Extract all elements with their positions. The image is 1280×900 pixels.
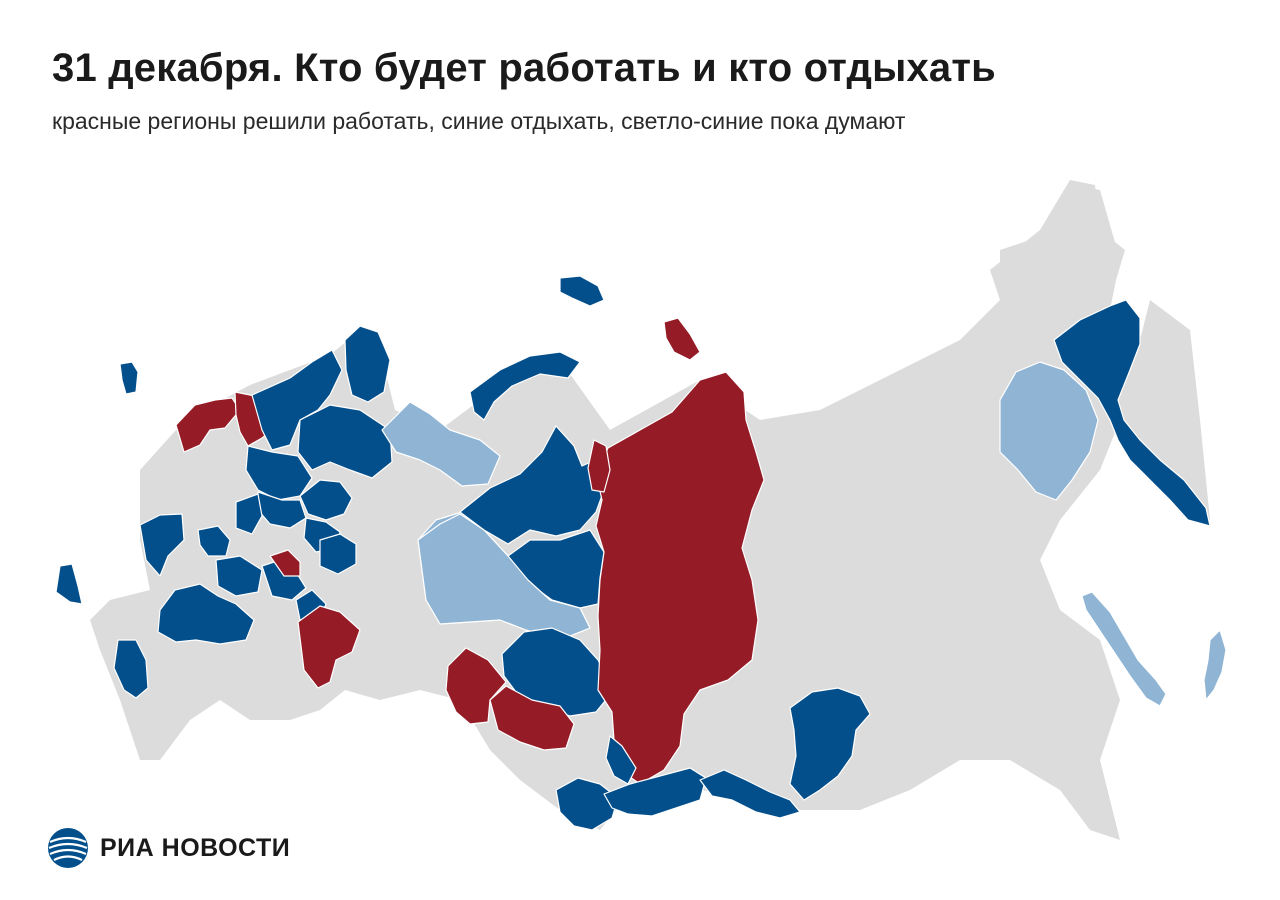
region-mordovia — [269, 549, 301, 577]
page-subtitle: красные регионы решили работать, синие о… — [52, 108, 906, 134]
region-altai-republic — [555, 777, 619, 831]
region-novaya-zemlya — [663, 317, 701, 361]
ria-globe-icon — [48, 828, 88, 868]
region-nenets — [381, 401, 501, 487]
region-irkutsk — [699, 769, 801, 819]
region-krasnoyarsk — [595, 371, 765, 785]
region-buryatia — [789, 687, 871, 801]
region-stavropol — [113, 639, 149, 699]
region-tuva — [603, 767, 707, 817]
region-arkhangelsk — [297, 404, 393, 479]
region-chelyabinsk — [445, 647, 507, 725]
region-kaliningrad — [119, 361, 139, 395]
region-kaluga — [139, 513, 185, 577]
region-tyumen — [417, 513, 591, 641]
region-kamchatka — [1053, 299, 1211, 527]
brand-name: РИА НОВОСТИ — [100, 833, 291, 862]
region-volgograd — [55, 563, 83, 605]
region-franz-josef-land — [559, 275, 605, 307]
region-saratov — [297, 605, 361, 689]
chukotka — [990, 180, 1125, 330]
region-leningrad — [175, 397, 241, 453]
region-sakhalin — [1081, 591, 1167, 707]
region-nizhny-novgorod — [319, 533, 357, 575]
region-kostroma — [299, 479, 353, 521]
region-murmansk — [344, 325, 391, 403]
russia-map — [55, 180, 1227, 840]
region-kurils — [1203, 629, 1227, 701]
brand-logo: РИА НОВОСТИ — [46, 826, 290, 870]
region-novaya-zemlya-north — [469, 351, 581, 421]
region-omsk — [489, 685, 575, 751]
region-voronezh — [157, 583, 255, 645]
region-tula — [197, 525, 231, 557]
region-khakassia — [605, 735, 637, 785]
regions-layer — [55, 275, 1227, 831]
region-taymyr-islands — [587, 439, 611, 493]
region-karelia — [251, 349, 343, 451]
region-ryazan — [215, 555, 263, 597]
page-title: 31 декабря. Кто будет работать и кто отд… — [52, 46, 996, 90]
region-tver — [235, 493, 263, 535]
region-magadan — [999, 361, 1099, 501]
